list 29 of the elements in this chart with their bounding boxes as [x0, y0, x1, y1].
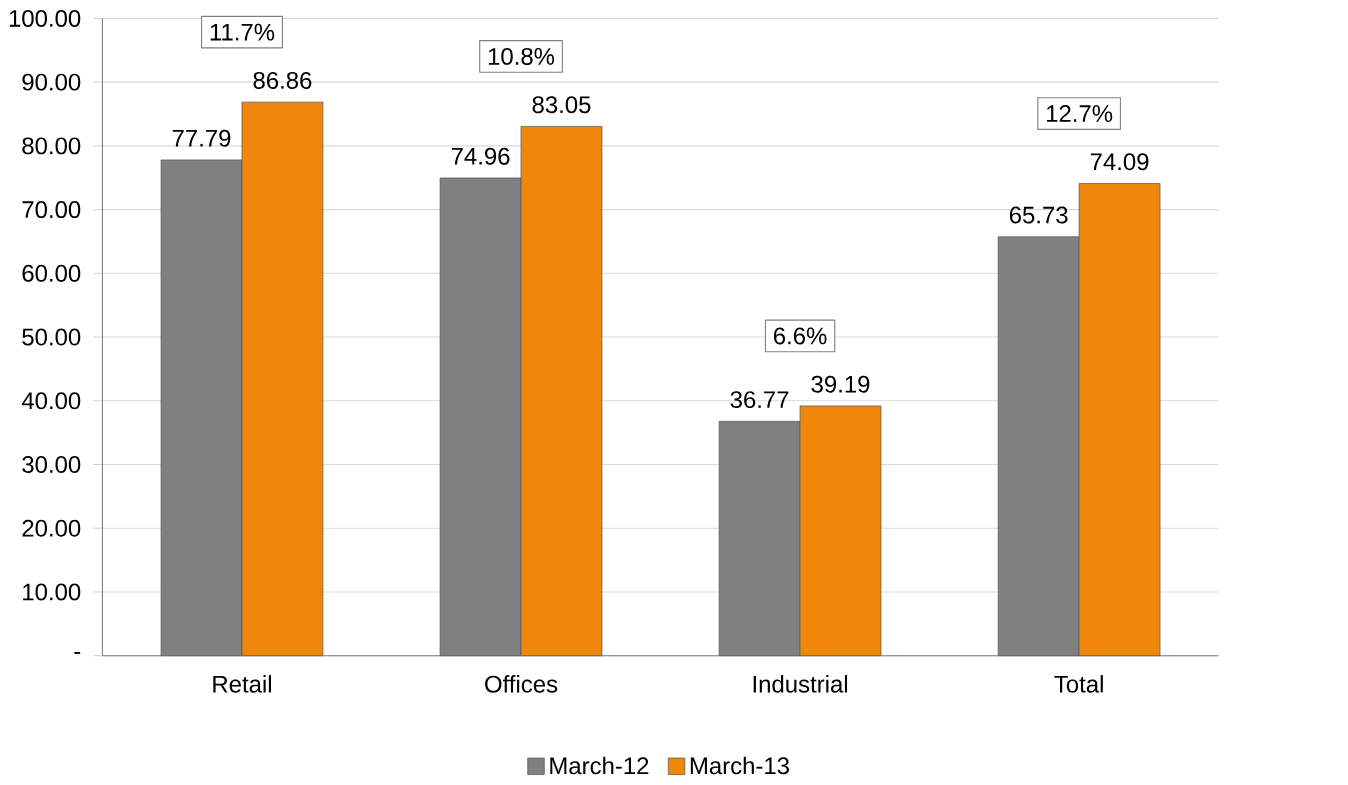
y-tick-label: -: [74, 652, 81, 654]
y-tick-label: 70.00: [22, 201, 81, 219]
annotation: 12.7%: [1046, 105, 1113, 122]
x-tick-label: Offices: [485, 675, 558, 693]
data-label: 65.73: [1009, 206, 1068, 224]
data-label: 83.05: [532, 96, 591, 114]
data-label: 74.96: [451, 147, 510, 165]
y-tick-label: 100.00: [9, 9, 81, 27]
data-label: 36.77: [730, 391, 789, 409]
y-tick-label: 30.00: [22, 456, 81, 473]
y-tick-label: 60.00: [22, 264, 81, 282]
x-tick-label: Retail: [213, 675, 271, 693]
annotation: 6.6%: [773, 327, 827, 345]
y-tick-label: 10.00: [23, 583, 81, 601]
annotation: 10.8%: [488, 47, 555, 65]
y-tick-label: 90.00: [22, 73, 81, 91]
legend-label: March-13: [690, 756, 789, 775]
data-label: 86.86: [253, 71, 312, 89]
y-tick-label: 20.00: [22, 519, 81, 537]
x-tick-label: Total: [1054, 675, 1103, 693]
y-tick-label: 50.00: [22, 328, 81, 346]
legend-label: March-12: [550, 756, 649, 775]
data-label: 39.19: [811, 375, 870, 393]
data-label: 74.09: [1090, 153, 1149, 171]
x-tick-label: Industrial: [753, 675, 848, 693]
y-tick-label: 80.00: [22, 137, 81, 155]
data-label: 77.79: [172, 129, 231, 147]
annotation: 11.7%: [210, 23, 275, 41]
y-tick-label: 40.00: [21, 392, 81, 410]
